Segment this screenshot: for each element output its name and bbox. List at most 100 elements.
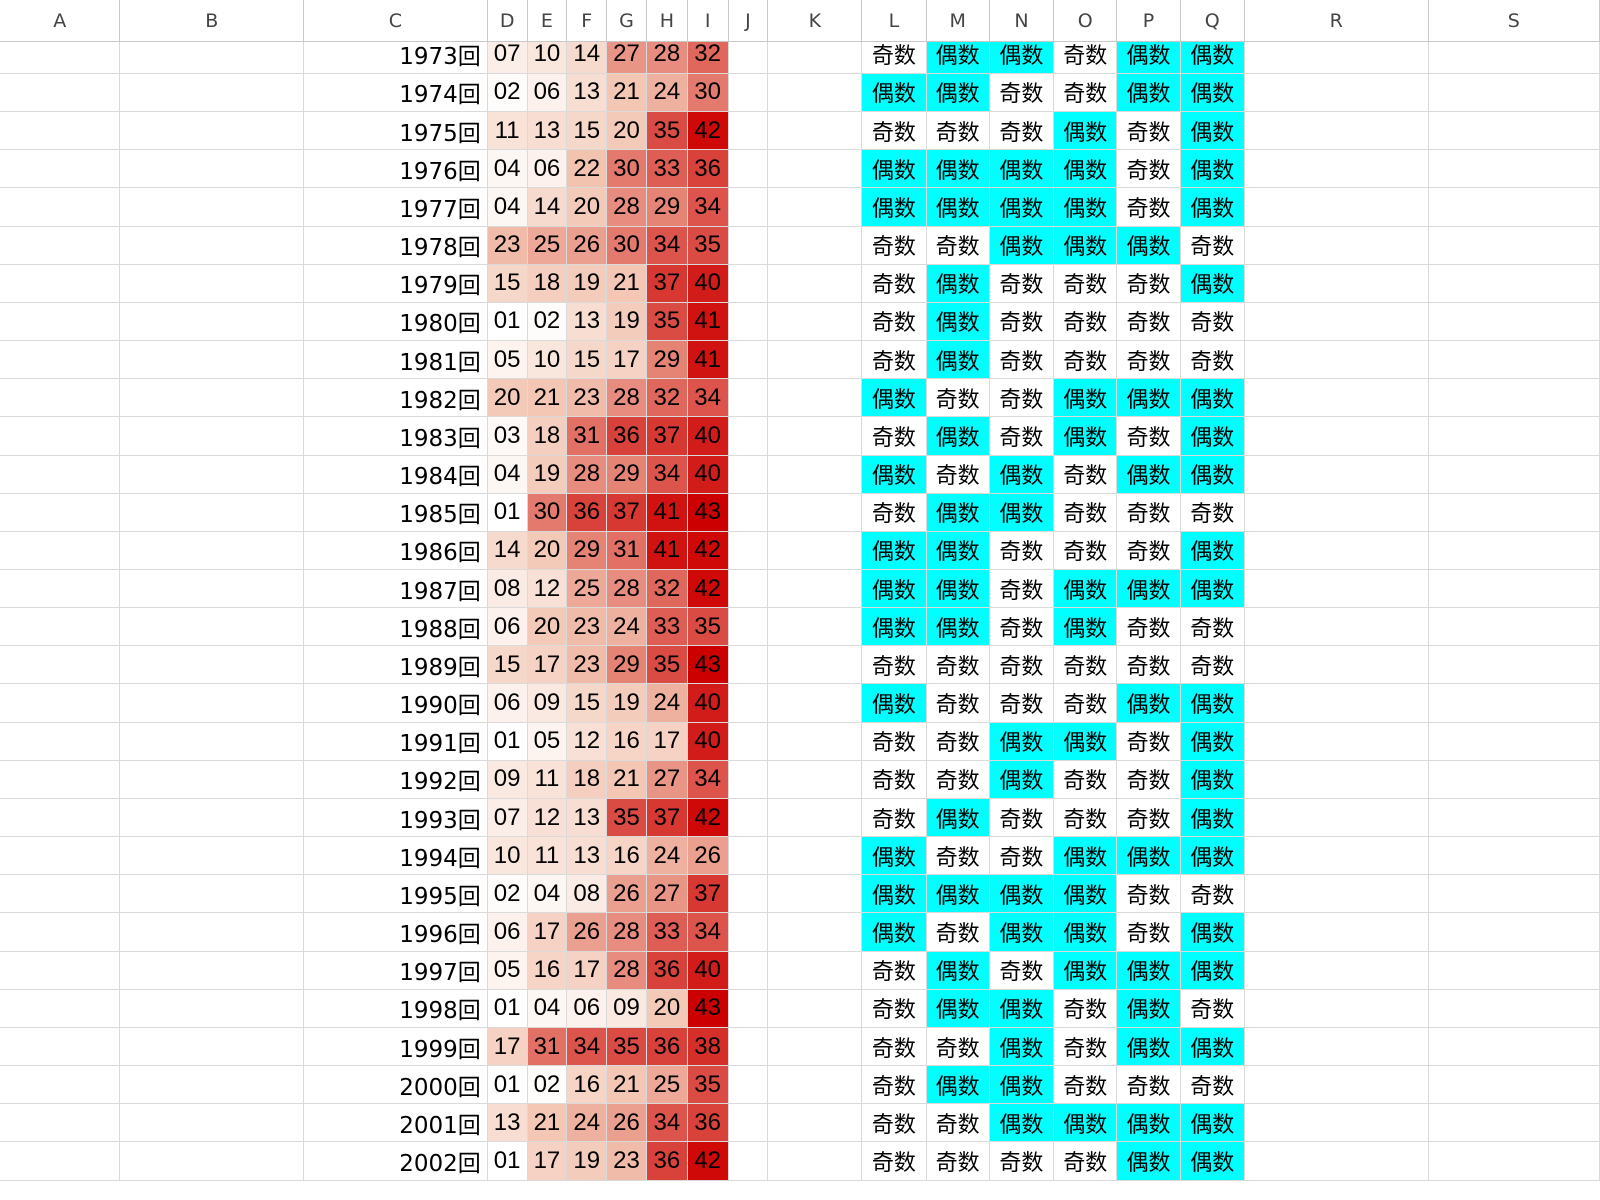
number-cell[interactable]: 23 [567,608,608,647]
draw-number-cell[interactable]: 1995回 [304,875,488,914]
parity-cell[interactable]: 奇数 [1180,341,1245,380]
parity-cell[interactable]: 偶数 [1117,1027,1181,1067]
grid-cell[interactable] [1428,646,1600,685]
grid-cell[interactable] [0,531,121,570]
number-cell[interactable]: 36 [646,1027,688,1067]
parity-cell[interactable]: 偶数 [862,684,927,723]
draw-number-cell[interactable]: 1988回 [304,608,488,647]
grid-cell[interactable] [1428,875,1600,914]
number-cell[interactable]: 17 [527,913,568,952]
number-cell[interactable]: 28 [607,379,647,418]
number-cell[interactable]: 40 [687,264,729,303]
parity-cell[interactable]: 偶数 [1117,455,1181,494]
number-cell[interactable]: 05 [487,951,528,990]
grid-cell[interactable] [1428,1142,1600,1181]
parity-cell[interactable]: 偶数 [989,493,1055,532]
parity-cell[interactable]: 偶数 [1117,379,1181,418]
number-cell[interactable]: 28 [646,35,688,74]
parity-cell[interactable]: 奇数 [1180,1066,1245,1105]
grid-cell[interactable] [728,150,769,189]
grid-cell[interactable] [0,1142,121,1181]
number-cell[interactable]: 17 [527,1142,568,1181]
number-cell[interactable]: 32 [646,570,688,609]
number-cell[interactable]: 36 [607,417,647,456]
number-cell[interactable]: 24 [567,1104,608,1143]
number-cell[interactable]: 21 [607,264,647,303]
grid-cell[interactable] [0,493,121,532]
grid-cell[interactable] [728,570,769,609]
grid-cell[interactable] [120,226,305,265]
parity-cell[interactable]: 奇数 [862,798,927,838]
draw-number-cell[interactable]: 1979回 [304,264,488,303]
grid-cell[interactable] [120,913,305,952]
parity-cell[interactable]: 偶数 [1180,798,1245,838]
draw-number-cell[interactable]: 1996回 [304,913,488,952]
grid-cell[interactable] [768,646,863,685]
grid-cell[interactable] [1428,570,1600,609]
draw-number-cell[interactable]: 1986回 [304,531,488,570]
grid-cell[interactable] [1244,455,1429,494]
parity-cell[interactable]: 偶数 [1054,112,1118,151]
parity-cell[interactable]: 奇数 [926,684,990,723]
number-cell[interactable]: 13 [567,798,608,838]
grid-cell[interactable] [1428,837,1600,876]
grid-cell[interactable] [1428,379,1600,418]
parity-cell[interactable]: 偶数 [862,570,927,609]
parity-cell[interactable]: 偶数 [862,608,927,647]
parity-cell[interactable]: 偶数 [926,302,990,341]
number-cell[interactable]: 42 [687,570,729,609]
grid-cell[interactable] [728,798,769,838]
grid-cell[interactable] [728,837,769,876]
number-cell[interactable]: 42 [687,112,729,151]
grid-cell[interactable] [1428,302,1600,341]
number-cell[interactable]: 40 [687,722,729,761]
column-header-b[interactable]: B [120,0,305,42]
parity-cell[interactable]: 奇数 [1117,1066,1181,1105]
parity-cell[interactable]: 偶数 [989,1104,1055,1143]
number-cell[interactable]: 06 [487,608,528,647]
number-cell[interactable]: 02 [487,73,528,113]
parity-cell[interactable]: 偶数 [1054,379,1118,418]
parity-cell[interactable]: 偶数 [989,1066,1055,1105]
parity-cell[interactable]: 奇数 [862,226,927,265]
draw-number-cell[interactable]: 2001回 [304,1104,488,1143]
number-cell[interactable]: 11 [527,760,568,799]
number-cell[interactable]: 34 [646,1104,688,1143]
parity-cell[interactable]: 偶数 [989,226,1055,265]
parity-cell[interactable]: 偶数 [1117,951,1181,990]
parity-cell[interactable]: 偶数 [1180,150,1245,189]
parity-cell[interactable]: 偶数 [1180,379,1245,418]
parity-cell[interactable]: 奇数 [926,1142,990,1181]
grid-cell[interactable] [0,188,121,227]
parity-cell[interactable]: 偶数 [1180,1142,1245,1181]
grid-cell[interactable] [1244,989,1429,1028]
grid-cell[interactable] [1428,951,1600,990]
parity-cell[interactable]: 奇数 [1117,417,1181,456]
parity-cell[interactable]: 奇数 [1117,913,1181,952]
grid-cell[interactable] [0,226,121,265]
number-cell[interactable]: 33 [646,913,688,952]
number-cell[interactable]: 02 [527,1066,568,1105]
parity-cell[interactable]: 奇数 [1180,493,1245,532]
parity-cell[interactable]: 奇数 [926,226,990,265]
parity-cell[interactable]: 偶数 [989,150,1055,189]
grid-cell[interactable] [768,1066,863,1105]
parity-cell[interactable]: 奇数 [1117,722,1181,761]
parity-cell[interactable]: 偶数 [1180,73,1245,113]
parity-cell[interactable]: 奇数 [1180,226,1245,265]
number-cell[interactable]: 37 [646,798,688,838]
number-cell[interactable]: 25 [567,570,608,609]
parity-cell[interactable]: 偶数 [1117,35,1181,74]
grid-cell[interactable] [728,760,769,799]
grid-cell[interactable] [1244,608,1429,647]
parity-cell[interactable]: 奇数 [1117,264,1181,303]
grid-cell[interactable] [1428,1104,1600,1143]
grid-cell[interactable] [1428,722,1600,761]
parity-cell[interactable]: 偶数 [1054,150,1118,189]
parity-cell[interactable]: 奇数 [862,302,927,341]
number-cell[interactable]: 10 [487,837,528,876]
parity-cell[interactable]: 偶数 [1180,1027,1245,1067]
number-cell[interactable]: 03 [487,417,528,456]
grid-cell[interactable] [768,302,863,341]
column-header-e[interactable]: E [527,0,568,42]
